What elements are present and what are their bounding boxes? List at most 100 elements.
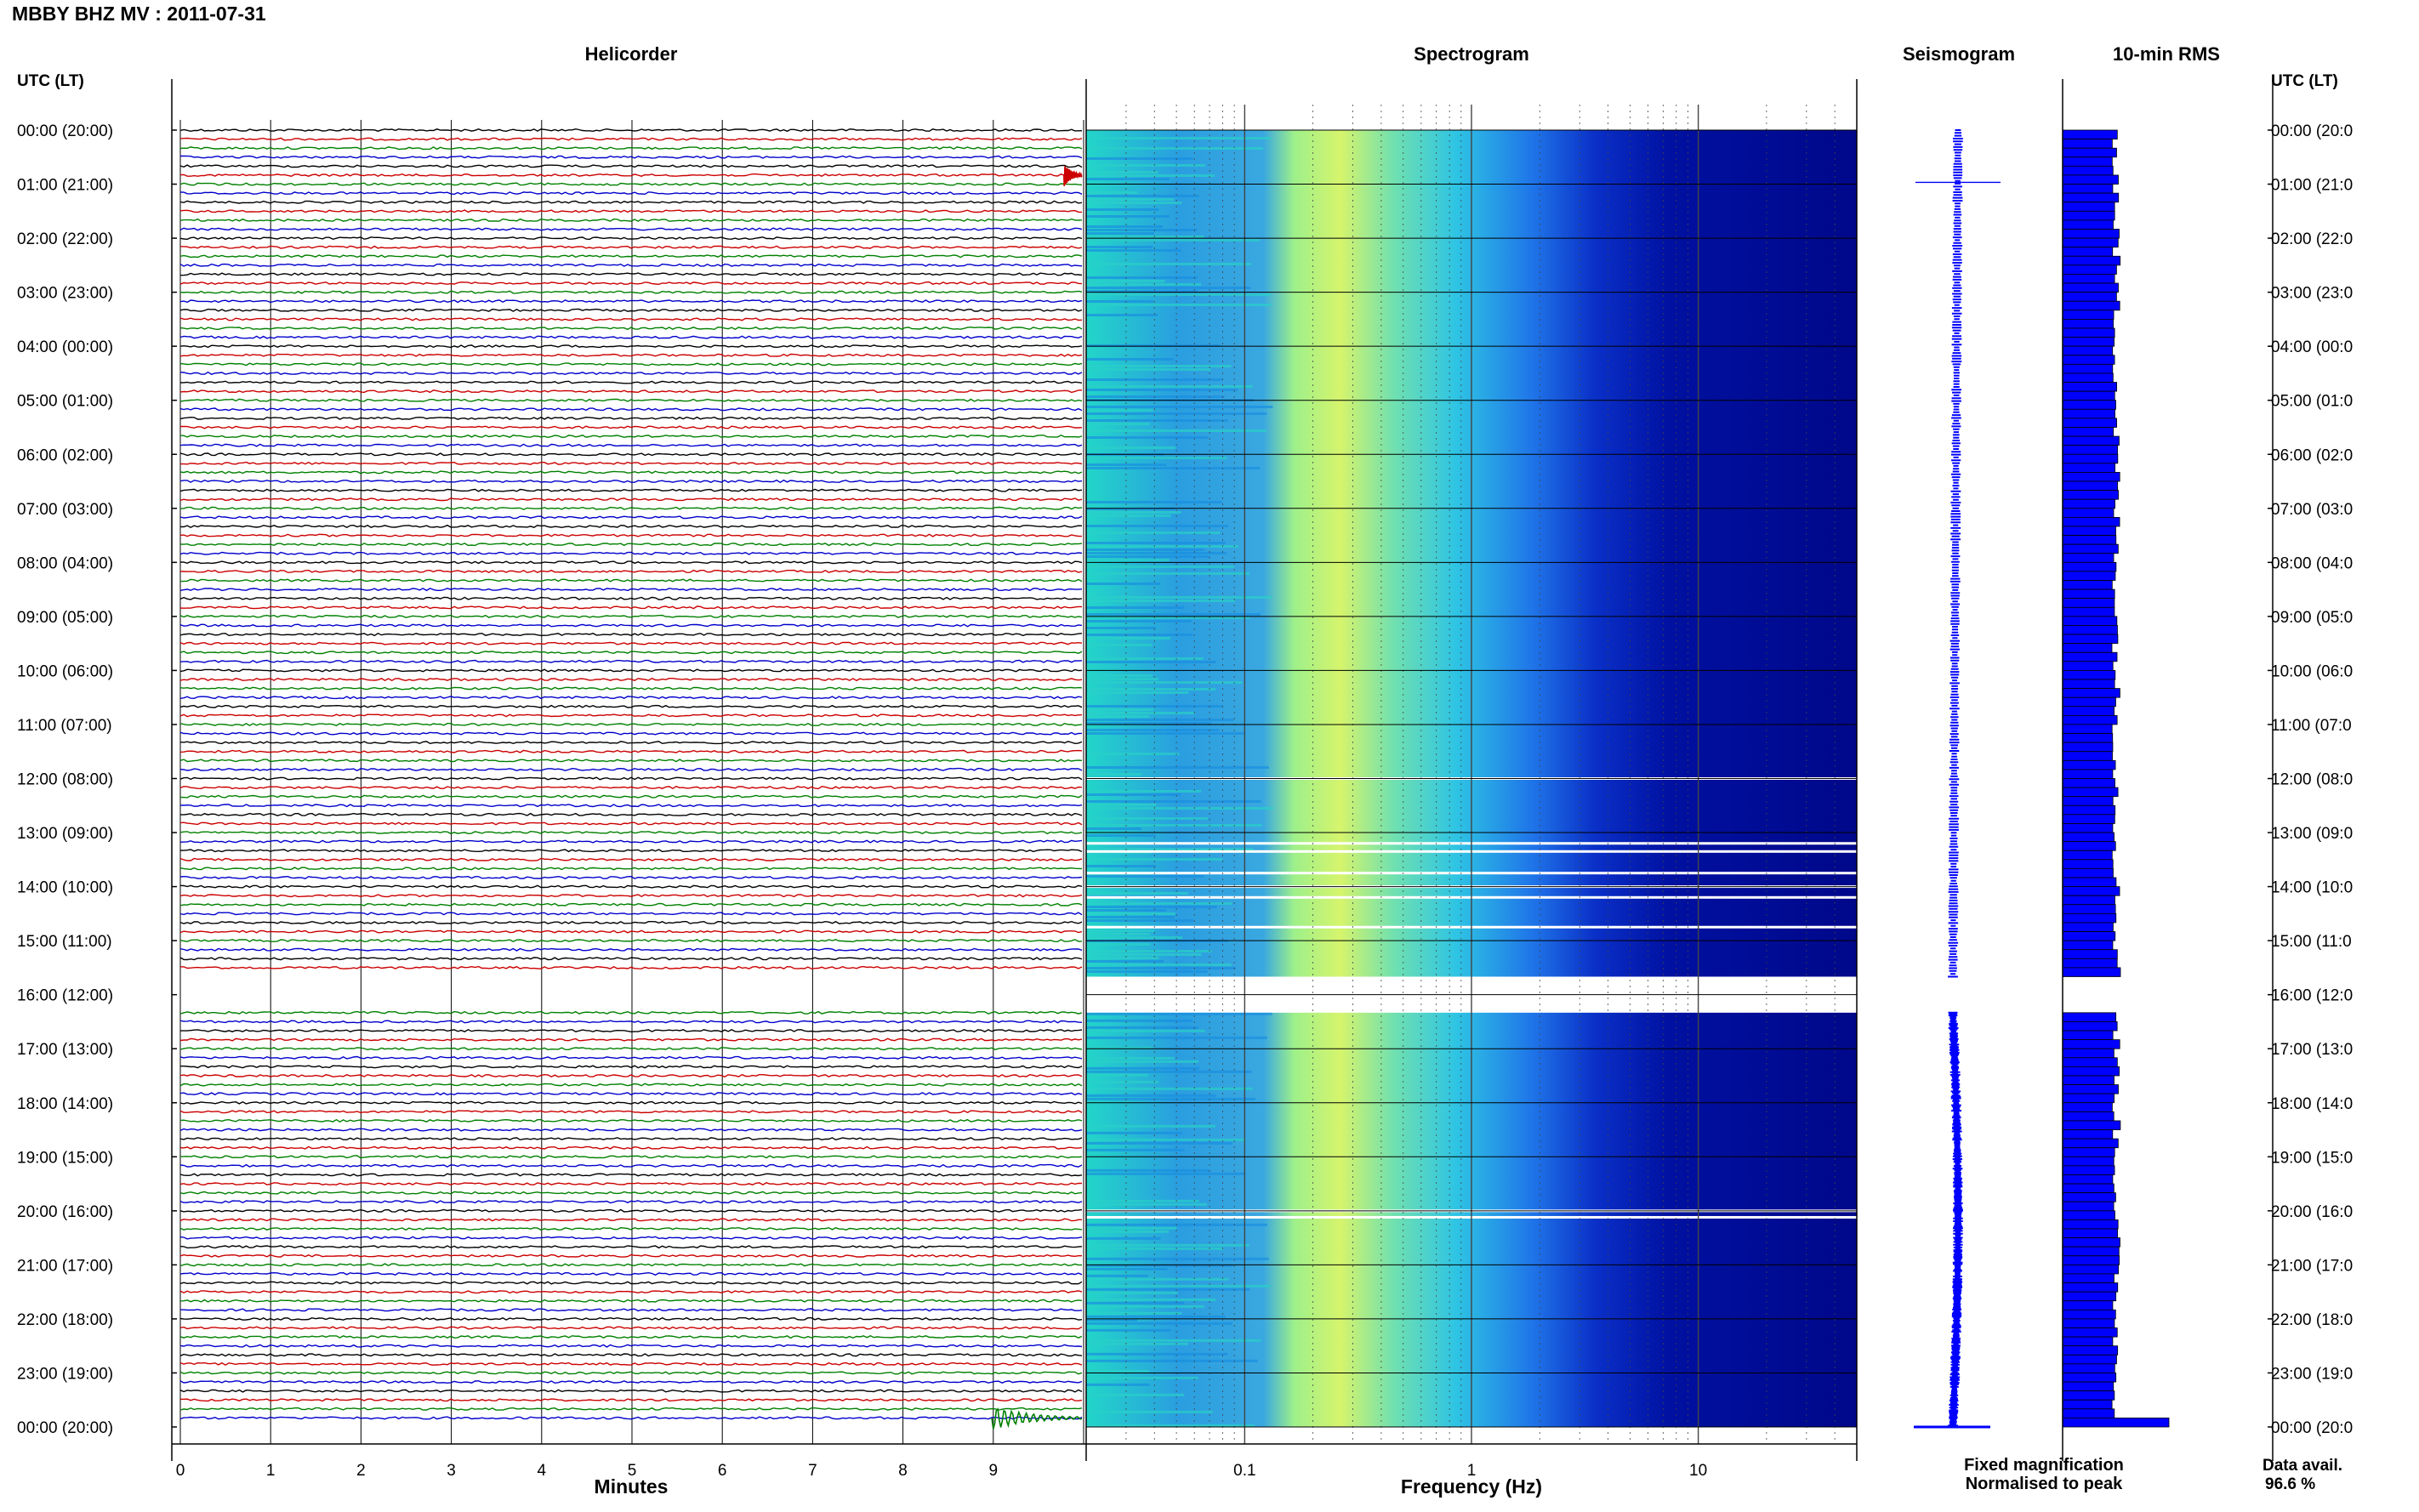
- rms-bar: [2062, 219, 2114, 230]
- spectrogram-x-ticks: 0.1 1 10: [1233, 1462, 1707, 1480]
- rms-bar: [2062, 1021, 2118, 1032]
- rms-bar: [2062, 1255, 2120, 1265]
- spectrogram-stripe: [1086, 865, 1157, 867]
- spectrogram-stripe: [1086, 446, 1176, 449]
- helicorder-trace: [179, 1020, 1083, 1024]
- spectrogram-stripe: [1086, 191, 1138, 194]
- helicorder-trace: [179, 281, 1083, 286]
- right-time-label: 16:00 (12:0: [2271, 987, 2353, 1005]
- rms-bar: [2062, 427, 2114, 437]
- spectrogram-stripe: [1086, 674, 1153, 677]
- right-time-label: 05:00 (01:0: [2271, 393, 2353, 411]
- spectrogram-stripe: [1086, 906, 1217, 908]
- spectrogram-stripe: [1086, 657, 1204, 660]
- helicorder-trace: [179, 182, 1083, 186]
- spectrogram-stripe: [1086, 637, 1171, 639]
- spectrogram-stripe: [1086, 729, 1220, 731]
- rms-bar: [2062, 949, 2118, 959]
- rms-bar: [2062, 877, 2117, 887]
- rms-bar: [2062, 1381, 2114, 1392]
- helicorder-trace: [179, 218, 1083, 222]
- spectrogram-stripe: [1086, 1060, 1199, 1063]
- spectrogram-stripe: [1086, 627, 1156, 629]
- spectrogram-stripe: [1086, 1172, 1245, 1175]
- right-time-label: 20:00 (16:0: [2271, 1203, 2353, 1221]
- helicorder-trace: [179, 1155, 1083, 1159]
- helicorder-trace: [179, 668, 1083, 673]
- spectrogram-stripe: [1086, 1352, 1228, 1356]
- rms-bar: [2062, 418, 2117, 428]
- rms-bar: [2062, 651, 2118, 662]
- spectrogram-stripe: [1086, 389, 1238, 391]
- spectrogram-stripe: [1086, 688, 1216, 691]
- helicorder-trace: [179, 641, 1083, 645]
- rms-bar: [2062, 742, 2114, 753]
- rms-bar: [2062, 1390, 2115, 1401]
- helicorder-trace: [179, 435, 1083, 439]
- rms-bar: [2062, 868, 2114, 878]
- helicorder-trace: [180, 578, 1083, 583]
- helicorder-trace: [179, 560, 1083, 565]
- spectrogram-stripe: [1086, 385, 1253, 388]
- spectrogram-stripe: [1086, 1131, 1182, 1134]
- helicorder-trace: [179, 362, 1083, 367]
- helicorder-trace: [179, 623, 1083, 628]
- rms-bar: [2062, 1201, 2114, 1212]
- rms-bar: [2062, 1102, 2113, 1112]
- rms-bar: [2062, 1138, 2119, 1149]
- right-time-label: 17:00 (13:0: [2271, 1041, 2353, 1059]
- helicorder-x-ticks: 0 1 2 3 4 5 6 7 8 9: [176, 1462, 998, 1480]
- spectrogram-stripe: [1086, 542, 1226, 544]
- helicorder-trace: [179, 731, 1083, 736]
- right-time-label: 00:00 (20:0: [2271, 1419, 2353, 1437]
- spectrogram-stripe: [1086, 304, 1272, 306]
- rms-bar: [2062, 904, 2116, 914]
- rms-bar: [2062, 1363, 2115, 1373]
- rms-bar: [2062, 129, 2118, 139]
- spectrogram-stripe: [1086, 198, 1175, 201]
- helicorder-trace: [179, 470, 1083, 475]
- helicorder-trace: [180, 1065, 1083, 1069]
- spectrogram-stripe: [1086, 967, 1236, 969]
- helicorder-trace: [179, 920, 1083, 925]
- rms-bar: [2062, 192, 2120, 203]
- helicorder-trace: [179, 588, 1083, 592]
- rms-bar: [2062, 1165, 2115, 1175]
- helicorder-trace: [179, 1110, 1083, 1114]
- helicorder-trace: [179, 884, 1083, 889]
- rms-bar: [2062, 310, 2114, 320]
- spectrogram-x-tick-label: 0.1: [1233, 1462, 1255, 1480]
- spectrogram-stripe: [1086, 824, 1262, 827]
- rms-bar: [2062, 553, 2114, 563]
- helicorder-trace: [179, 767, 1083, 771]
- right-time-label: 03:00 (23:0: [2271, 285, 2353, 303]
- right-time-label: 00:00 (20:0: [2271, 122, 2353, 140]
- rms-bar: [2062, 1012, 2117, 1022]
- rms-bar: [2062, 210, 2115, 221]
- right-time-label: 12:00 (08:0: [2271, 771, 2353, 789]
- rms-bar: [2062, 679, 2115, 689]
- helicorder-trace: [179, 759, 1083, 763]
- right-time-label: 02:00 (22:0: [2271, 230, 2353, 248]
- rms-bar: [2062, 1219, 2119, 1230]
- rms-bar: [2062, 588, 2115, 600]
- helicorder-trace: [179, 1389, 1083, 1393]
- helicorder-trace: [179, 857, 1083, 861]
- helicorder-trace: [179, 263, 1083, 267]
- rms-bar: [2062, 1408, 2115, 1418]
- rms-bar: [2062, 886, 2120, 896]
- spectrogram-stripe: [1086, 419, 1228, 422]
- rms-bar: [2062, 606, 2115, 617]
- helicorder-xlabel: Minutes: [595, 1475, 669, 1498]
- spectrogram-stripe: [1086, 1243, 1249, 1247]
- right-time-label: 06:00 (02:0: [2271, 446, 2353, 464]
- helicorder-trace: [179, 1208, 1083, 1213]
- spectrogram-stripe: [1086, 1383, 1150, 1386]
- spectrogram-stripe: [1086, 157, 1193, 160]
- spectrogram-stripe: [1086, 147, 1264, 150]
- rms-bar: [2062, 895, 2115, 906]
- helicorder-trace: [179, 407, 1083, 412]
- left-time-labels: 00:00 (20:00) 01:00 (21:00) 02:00 (22:00) 0…: [17, 122, 113, 1437]
- spectrogram-stripe: [1086, 719, 1234, 721]
- left-time-label: 00:00 (20:00): [17, 122, 113, 140]
